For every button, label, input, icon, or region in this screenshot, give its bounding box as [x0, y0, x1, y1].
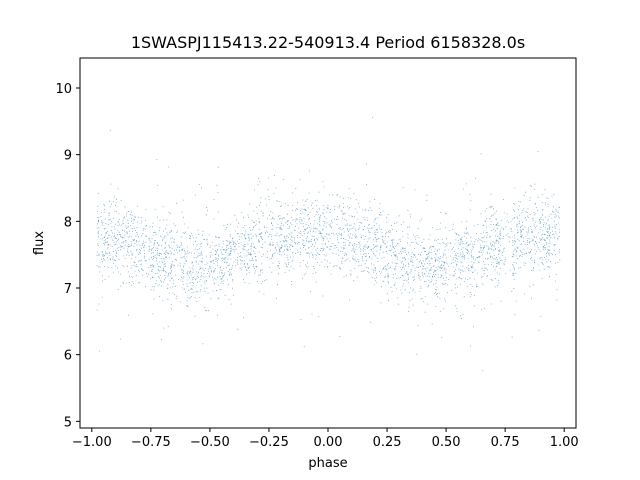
x-tick-label: −1.00	[72, 435, 112, 450]
x-tick-label: −0.50	[190, 435, 230, 450]
x-tick-label: 0.75	[491, 435, 520, 450]
x-tick-label: −0.25	[249, 435, 289, 450]
y-tick-label: 8	[64, 215, 72, 230]
y-tick-label: 9	[64, 149, 72, 164]
scatter-points	[96, 116, 561, 372]
x-tick-label: 0.00	[314, 435, 343, 450]
y-axis-ticks: 5 6 7 8 9 10	[55, 82, 80, 430]
y-tick-label: 10	[55, 82, 72, 97]
x-tick-label: −0.75	[131, 435, 171, 450]
x-tick-label: 0.50	[432, 435, 461, 450]
x-tick-label: 0.25	[373, 435, 402, 450]
x-axis-ticks: −1.00 −0.75 −0.50 −0.25 0.00 0.25 0.50 0.75 1.00	[72, 428, 579, 450]
x-tick-label: 1.00	[550, 435, 579, 450]
chart-title: 1SWASPJ115413.22-540913.4 Period 6158328…	[131, 33, 525, 52]
plot-frame	[79, 57, 577, 429]
y-tick-label: 5	[64, 415, 72, 430]
y-tick-label: 6	[64, 349, 72, 364]
y-axis-label: flux	[32, 231, 47, 255]
data-points	[96, 116, 561, 372]
x-axis-label: phase	[308, 456, 347, 471]
y-tick-label: 7	[64, 282, 72, 297]
